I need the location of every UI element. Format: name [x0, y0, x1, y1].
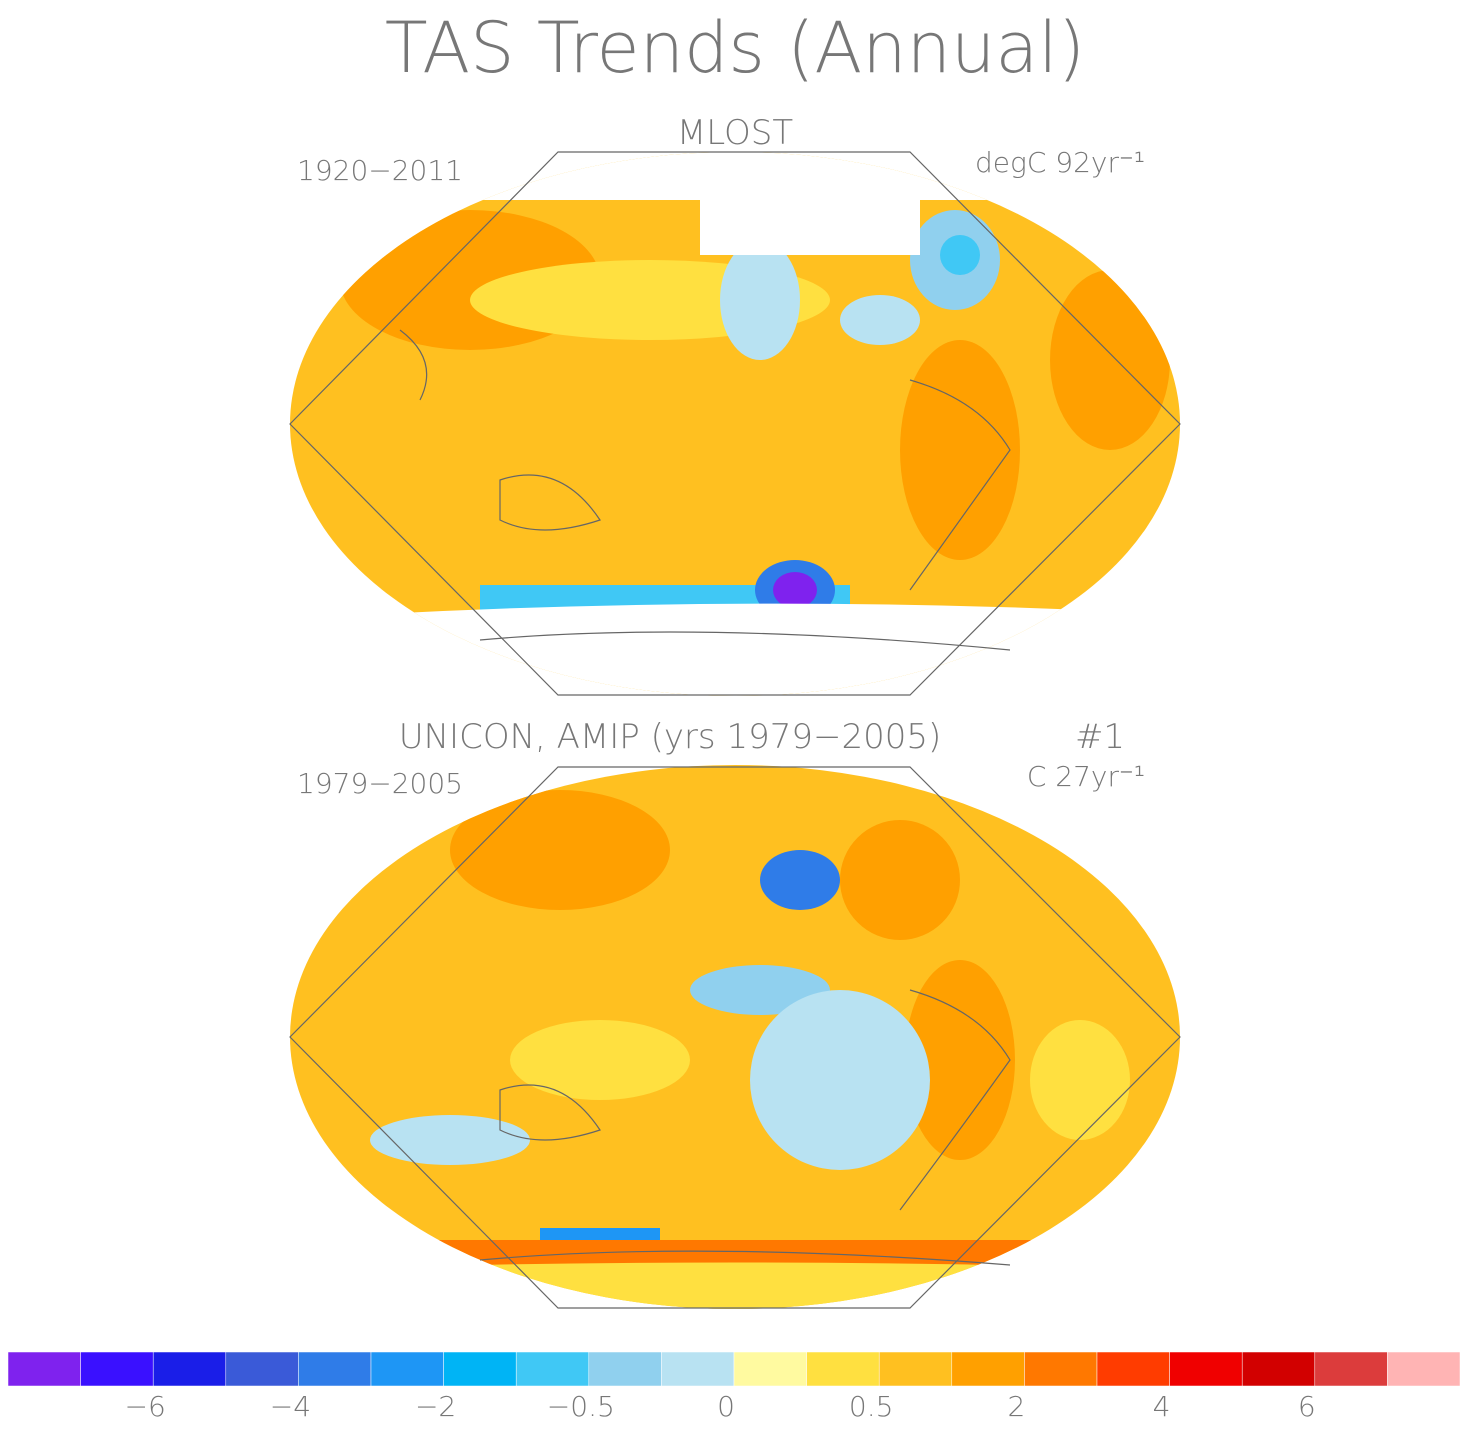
colorbar: −6 −4 −2 −0.5 0 0.5 2 4 6 — [7, 1351, 1461, 1423]
colorbar-label: 2 — [1007, 1390, 1025, 1423]
colorbar-box — [806, 1351, 880, 1387]
colorbar-box — [1096, 1351, 1170, 1387]
colorbar-box — [588, 1351, 662, 1387]
colorbar-box — [951, 1351, 1025, 1387]
colorbar-box — [1241, 1351, 1316, 1387]
panel-units: degC 92yr⁻¹ — [975, 146, 1145, 179]
colorbar-label: −4 — [270, 1390, 311, 1423]
colorbar-label: −0.5 — [547, 1390, 615, 1423]
colorbar-box — [515, 1351, 590, 1387]
panel-units: C 27yr⁻¹ — [1027, 760, 1145, 793]
colorbar-box — [370, 1351, 444, 1387]
coastline — [399, 329, 1011, 651]
map-unicon — [290, 765, 1180, 1309]
colorbar-box — [1387, 1351, 1461, 1387]
colorbar-box — [1024, 1351, 1098, 1387]
colorbar-box — [878, 1351, 953, 1387]
colorbar-box — [1314, 1351, 1388, 1387]
panel-title: UNICON, AMIP (yrs 1979−2005) — [399, 717, 942, 757]
colorbar-box — [298, 1351, 372, 1387]
colorbar-box — [7, 1351, 81, 1387]
panel-title: MLOST — [677, 113, 793, 153]
coastline — [479, 989, 1011, 1266]
colorbar-box — [661, 1351, 735, 1387]
colorbar-label: 6 — [1298, 1390, 1316, 1423]
colorbar-label: 0 — [717, 1390, 735, 1423]
colorbar-label: 0.5 — [849, 1390, 894, 1423]
colorbar-label: −6 — [125, 1390, 166, 1423]
map-frame — [289, 766, 1181, 1309]
map-mlost — [290, 152, 1180, 696]
figure-title: TAS Trends (Annual) — [385, 7, 1085, 89]
colorbar-label: −2 — [415, 1390, 456, 1423]
map-frame — [289, 151, 1181, 696]
panel-period: 1920−2011 — [297, 154, 463, 187]
colorbar-box — [443, 1351, 517, 1387]
colorbar-box — [733, 1351, 807, 1387]
colorbar-box — [225, 1351, 299, 1387]
panel-run: #1 — [1075, 717, 1125, 757]
colorbar-box — [1169, 1351, 1243, 1387]
colorbar-box — [152, 1351, 227, 1387]
colorbar-label: 4 — [1153, 1390, 1171, 1423]
panel-period: 1979−2005 — [297, 767, 463, 800]
colorbar-box — [80, 1351, 154, 1387]
